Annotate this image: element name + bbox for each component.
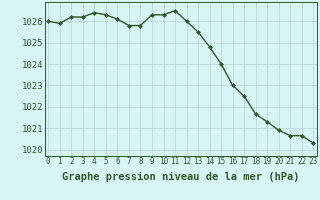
X-axis label: Graphe pression niveau de la mer (hPa): Graphe pression niveau de la mer (hPa) [62, 172, 300, 182]
